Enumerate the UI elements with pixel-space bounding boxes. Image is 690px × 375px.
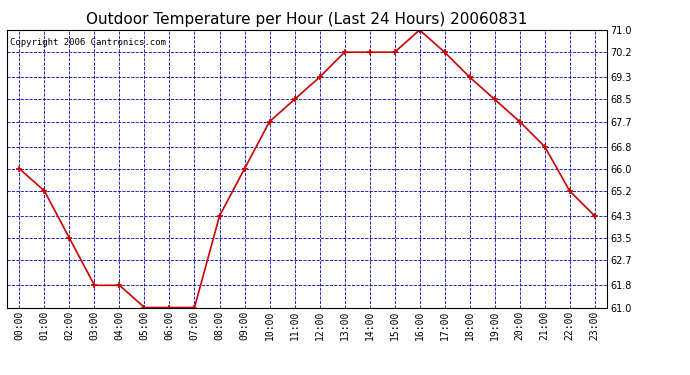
Text: Copyright 2006 Cantronics.com: Copyright 2006 Cantronics.com (10, 38, 166, 47)
Title: Outdoor Temperature per Hour (Last 24 Hours) 20060831: Outdoor Temperature per Hour (Last 24 Ho… (86, 12, 528, 27)
